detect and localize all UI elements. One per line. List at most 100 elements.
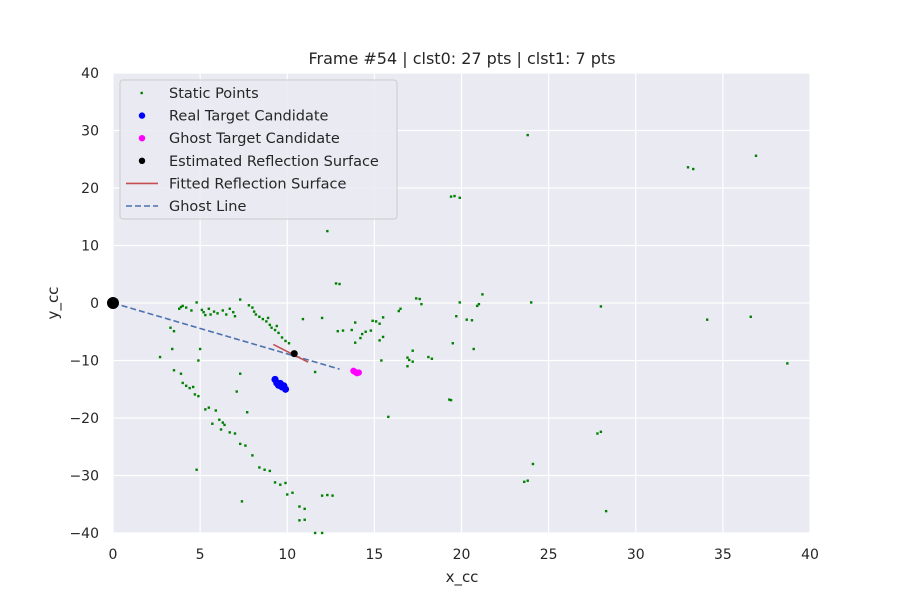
static-point	[232, 311, 235, 314]
x-tick-label: 5	[196, 547, 205, 563]
grid-lines	[112, 72, 811, 534]
static-point	[284, 339, 287, 343]
static-point	[169, 326, 172, 329]
static-point	[754, 154, 758, 157]
static-point	[275, 324, 278, 328]
static-point	[599, 430, 603, 433]
static-point	[374, 320, 378, 323]
static-point	[204, 408, 207, 411]
static-point	[219, 428, 223, 431]
static-point	[195, 301, 198, 304]
static-point	[181, 381, 184, 385]
static-point	[178, 307, 181, 310]
static-point	[263, 468, 266, 471]
static-point	[326, 229, 329, 233]
static-point	[277, 331, 280, 335]
static-point	[216, 312, 219, 315]
static-point	[397, 309, 400, 313]
x-tick-label: 15	[365, 547, 383, 563]
static-point	[225, 313, 228, 316]
static-point	[530, 301, 533, 304]
legend-marker	[140, 91, 143, 95]
static-point	[378, 339, 381, 342]
static-point	[523, 480, 526, 484]
static-point	[268, 469, 272, 473]
static-point	[191, 385, 195, 389]
y-tick-label: 20	[81, 181, 99, 197]
static-point	[596, 432, 599, 435]
static-point	[526, 133, 529, 137]
static-point	[399, 307, 402, 310]
y-tick-label: 0	[90, 296, 99, 312]
static-point	[599, 305, 603, 308]
x-tick-label: 25	[540, 547, 558, 563]
estimated-reflection-point	[107, 297, 119, 309]
static-point	[212, 310, 216, 313]
static-point	[430, 357, 434, 360]
static-point	[336, 329, 339, 333]
static-point	[338, 282, 341, 286]
static-point	[705, 318, 709, 321]
static-point	[477, 302, 481, 306]
static-point	[218, 418, 221, 421]
static-point	[239, 442, 242, 446]
static-point	[214, 409, 218, 412]
static-point	[193, 393, 197, 396]
static-point	[420, 302, 423, 306]
x-tick-label: 40	[801, 547, 819, 563]
static-point	[286, 493, 289, 496]
tick-labels: 0 5 10 15 20 25 30 35 40 −40 −30 −20 −10 0 10 20 30 40	[69, 66, 818, 563]
static-point	[298, 519, 301, 522]
static-point	[455, 315, 458, 318]
static-point	[604, 509, 608, 513]
static-point	[526, 479, 529, 482]
static-point	[331, 494, 334, 497]
static-point	[190, 309, 193, 312]
static-point	[245, 411, 249, 414]
static-point	[448, 398, 451, 401]
static-point	[266, 316, 270, 320]
static-point	[371, 319, 374, 323]
static-point	[265, 320, 268, 323]
static-point	[179, 372, 183, 375]
static-point	[301, 317, 305, 321]
static-point	[184, 384, 188, 387]
real-target-point	[281, 385, 290, 393]
static-point	[320, 494, 324, 497]
static-point	[197, 359, 200, 362]
static-point	[228, 307, 231, 310]
static-point	[158, 355, 162, 359]
legend-box	[119, 79, 398, 220]
static-point	[240, 500, 244, 503]
static-point	[475, 304, 479, 308]
static-point	[258, 315, 261, 318]
static-point	[472, 347, 475, 351]
y-tick-label: 40	[81, 66, 99, 82]
static-point	[221, 421, 224, 424]
static-point	[221, 309, 224, 312]
static-point	[239, 298, 242, 301]
static-point	[465, 318, 468, 321]
y-tick-label: −10	[69, 354, 99, 370]
static-point	[303, 507, 306, 511]
static-point	[198, 347, 202, 351]
static-point	[458, 196, 461, 199]
y-tick-label: 10	[81, 239, 99, 255]
static-point	[172, 329, 176, 333]
static-point	[749, 315, 752, 318]
static-point	[268, 323, 272, 327]
static-point	[261, 317, 265, 321]
static-point	[320, 531, 324, 535]
static-point	[279, 483, 282, 486]
static-point	[188, 386, 191, 390]
static-point	[418, 297, 421, 301]
legend-label: Estimated Reflection Surface	[169, 154, 379, 170]
legend-label: Real Target Candidate	[169, 109, 329, 125]
x-tick-label: 0	[109, 547, 118, 563]
static-point	[233, 432, 237, 435]
static-point	[350, 328, 353, 332]
static-point	[233, 315, 237, 318]
static-point	[209, 313, 212, 316]
ghost-target-point	[355, 369, 362, 376]
legend-label: Static Points	[169, 86, 259, 102]
